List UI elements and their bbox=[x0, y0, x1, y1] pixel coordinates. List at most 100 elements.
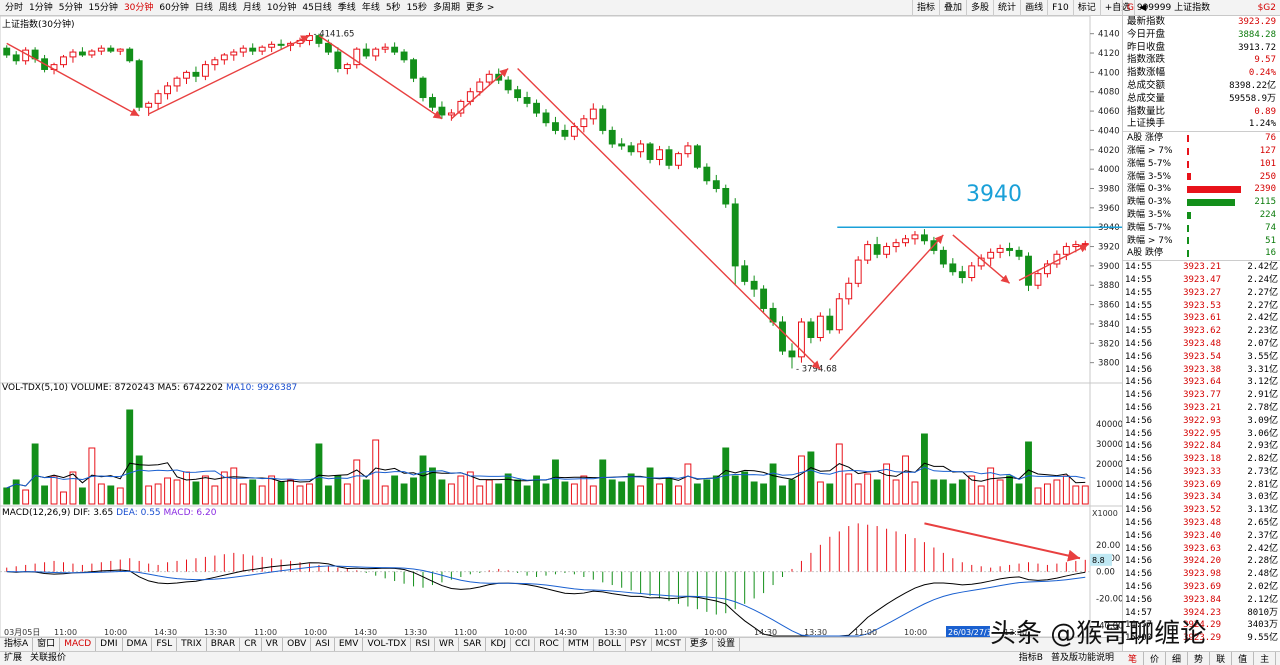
indicator-tab-8[interactable]: CR bbox=[240, 638, 262, 651]
indicator-tab-17[interactable]: KDJ bbox=[486, 638, 511, 651]
volume-bar bbox=[552, 459, 559, 505]
volume-bar bbox=[419, 455, 427, 505]
tool-button-3[interactable]: 统计 bbox=[993, 0, 1020, 16]
tick-row: 14:56 3923.84 2.12亿 bbox=[1123, 594, 1280, 607]
volume-bar bbox=[731, 475, 739, 505]
panel-tab-4[interactable]: 联 bbox=[1210, 652, 1233, 665]
period-tab-2[interactable]: 5分钟 bbox=[58, 3, 83, 13]
panel-tab-3[interactable]: 势 bbox=[1188, 652, 1211, 665]
period-tab-1[interactable]: 1分钟 bbox=[29, 3, 53, 13]
status-right-item-0[interactable]: 指标B bbox=[1018, 653, 1043, 663]
tick-time: 14:56 bbox=[1125, 466, 1153, 477]
indicator-tab-7[interactable]: BRAR bbox=[207, 638, 241, 651]
indicator-tab-19[interactable]: ROC bbox=[535, 638, 564, 651]
volume-bar bbox=[712, 475, 720, 505]
chart-frame bbox=[0, 16, 1091, 637]
indicator-tab-20[interactable]: MTM bbox=[564, 638, 594, 651]
indicator-tab-16[interactable]: SAR bbox=[459, 638, 487, 651]
tick-row: 14:56 3923.63 2.42亿 bbox=[1123, 543, 1280, 556]
tick-price: 3923.48 bbox=[1183, 518, 1221, 529]
period-tab-10[interactable]: 45日线 bbox=[302, 3, 332, 13]
period-tab-6[interactable]: 日线 bbox=[194, 3, 213, 13]
tick-amount: 3.03亿 bbox=[1247, 492, 1278, 503]
tick-price: 3923.21 bbox=[1183, 262, 1221, 273]
candle bbox=[826, 308, 834, 334]
period-tab-5[interactable]: 60分钟 bbox=[159, 3, 189, 13]
volume-bar bbox=[816, 481, 824, 505]
indicator-tab-4[interactable]: DMA bbox=[123, 638, 153, 651]
x-tick-label: 14:30 bbox=[554, 628, 577, 637]
period-tab-12[interactable]: 年线 bbox=[361, 3, 380, 13]
candle bbox=[419, 76, 427, 102]
volume-bar bbox=[135, 455, 143, 505]
panel-tab-6[interactable]: 主 bbox=[1254, 652, 1277, 665]
panel-tab-5[interactable]: 值 bbox=[1232, 652, 1255, 665]
breadth-value: 250 bbox=[1259, 171, 1276, 182]
indicator-tab-21[interactable]: BOLL bbox=[594, 638, 627, 651]
indicator-tab-12[interactable]: EMV bbox=[335, 638, 364, 651]
trend-arrow bbox=[318, 35, 443, 120]
indicator-tab-3[interactable]: DMI bbox=[96, 638, 123, 651]
indicator-tab-11[interactable]: ASI bbox=[311, 638, 335, 651]
x-tick-label: 10:00 bbox=[504, 628, 527, 637]
indicator-tab-23[interactable]: MCST bbox=[652, 638, 686, 651]
tool-button-1[interactable]: 叠加 bbox=[939, 0, 966, 16]
candle bbox=[599, 105, 607, 135]
chart-canvas[interactable]: 3800 3820 3840 3860 3880 3900 3920 3940 3960 3980… bbox=[0, 16, 1122, 637]
candle bbox=[788, 343, 796, 369]
panel-tab-2[interactable]: 细 bbox=[1166, 652, 1189, 665]
status-item-0[interactable]: 扩展 bbox=[4, 653, 23, 663]
indicator-tab-0[interactable]: 指标A bbox=[0, 638, 34, 651]
indicator-tab-2[interactable]: MACD bbox=[60, 638, 97, 651]
period-tab-9[interactable]: 10分钟 bbox=[266, 3, 297, 13]
indicator-tab-22[interactable]: PSY bbox=[626, 638, 652, 651]
candle bbox=[580, 114, 588, 133]
period-tab-7[interactable]: 周线 bbox=[218, 3, 237, 13]
tool-button-8[interactable]: ◀ bbox=[1134, 0, 1150, 16]
breadth-label: 涨幅 0-3% bbox=[1127, 184, 1172, 195]
volume-bar bbox=[249, 479, 257, 505]
watermark: 头条 @猴哥聊缠论 bbox=[990, 619, 1207, 649]
volume-bar bbox=[3, 487, 11, 505]
indicator-tab-13[interactable]: VOL-TDX bbox=[363, 638, 412, 651]
period-tab-15[interactable]: 多周期 bbox=[433, 3, 461, 13]
tool-button-2[interactable]: 多股 bbox=[966, 0, 993, 16]
indicator-tab-15[interactable]: WR bbox=[435, 638, 460, 651]
volume-bar bbox=[211, 485, 219, 505]
panel-tab-0[interactable]: 笔 bbox=[1122, 652, 1145, 665]
indicator-tab-10[interactable]: OBV bbox=[283, 638, 312, 651]
period-tab-8[interactable]: 月线 bbox=[242, 3, 261, 13]
period-tab-4[interactable]: 30分钟 bbox=[123, 3, 154, 13]
indicator-tab-6[interactable]: TRIX bbox=[177, 638, 207, 651]
candle bbox=[665, 145, 673, 170]
period-tab-3[interactable]: 15分钟 bbox=[88, 3, 118, 13]
candle bbox=[69, 49, 77, 63]
tool-button-6[interactable]: 标记 bbox=[1072, 0, 1100, 16]
volume-bar bbox=[854, 483, 862, 505]
indicator-tab-18[interactable]: CCI bbox=[511, 638, 536, 651]
volume-header: VOL-TDX(5,10) VOLUME: 8720243 MA5: 67422… bbox=[2, 383, 297, 393]
status-right-item-1[interactable]: 普及版功能说明 bbox=[1050, 653, 1114, 663]
indicator-tab-9[interactable]: VR bbox=[262, 638, 284, 651]
period-tab-14[interactable]: 15秒 bbox=[406, 3, 428, 13]
period-tab-16[interactable]: 更多 > bbox=[466, 3, 495, 13]
quote-label: 指数涨跌 bbox=[1127, 54, 1166, 66]
indicator-tab-5[interactable]: FSL bbox=[152, 638, 178, 651]
period-tab-11[interactable]: 季线 bbox=[337, 3, 356, 13]
indicator-tab-14[interactable]: RSI bbox=[411, 638, 436, 651]
candle bbox=[854, 256, 862, 288]
panel-tab-1[interactable]: 价 bbox=[1144, 652, 1167, 665]
tool-button-5[interactable]: F10 bbox=[1047, 0, 1073, 16]
tick-price: 3924.29 bbox=[1183, 620, 1221, 631]
tool-button-4[interactable]: 画线 bbox=[1020, 0, 1047, 16]
tool-button-0[interactable]: 指标 bbox=[912, 0, 939, 16]
indicator-tab-25[interactable]: 设置 bbox=[713, 638, 740, 651]
status-item-1[interactable]: 关联报价 bbox=[30, 653, 67, 663]
indicator-tab-1[interactable]: 窗口 bbox=[33, 638, 61, 651]
indicator-tab-24[interactable]: 更多 bbox=[686, 638, 713, 651]
period-tab-13[interactable]: 5秒 bbox=[385, 3, 401, 13]
quote-row: 指数涨幅 0.24% bbox=[1123, 67, 1280, 80]
tool-button-7[interactable]: +自选 bbox=[1099, 0, 1135, 16]
period-tab-0[interactable]: 分时 bbox=[5, 3, 24, 13]
candle bbox=[97, 45, 105, 55]
